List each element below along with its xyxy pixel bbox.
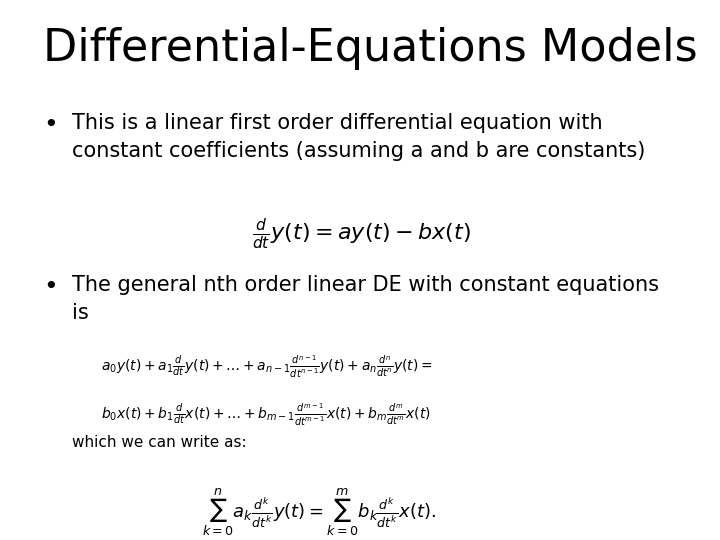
Text: •: • [43, 275, 58, 299]
Text: $\frac{d}{dt}y(t) = ay(t) - bx(t)$: $\frac{d}{dt}y(t) = ay(t) - bx(t)$ [252, 216, 471, 251]
Text: •: • [43, 113, 58, 137]
Text: $\sum_{k=0}^{n} a_k \frac{d^k}{dt^k}y(t) = \sum_{k=0}^{m} b_k \frac{d^k}{dt^k}x(: $\sum_{k=0}^{n} a_k \frac{d^k}{dt^k}y(t)… [202, 486, 436, 538]
Text: The general nth order linear DE with constant equations
is: The general nth order linear DE with con… [72, 275, 659, 323]
Text: $b_0 x(t) + b_1 \frac{d}{dt}x(t) + \ldots + b_{m-1}\frac{d^{m-1}}{dt^{m-1}}x(t) : $b_0 x(t) + b_1 \frac{d}{dt}x(t) + \ldot… [101, 402, 431, 428]
Text: This is a linear first order differential equation with
constant coefficients (a: This is a linear first order differentia… [72, 113, 645, 161]
Text: which we can write as:: which we can write as: [72, 435, 247, 450]
Text: $a_0 y(t) + a_1 \frac{d}{dt}y(t) + \ldots + a_{n-1}\frac{d^{n-1}}{dt^{n-1}}y(t) : $a_0 y(t) + a_1 \frac{d}{dt}y(t) + \ldot… [101, 354, 432, 380]
Text: Differential-Equations Models: Differential-Equations Models [43, 27, 698, 70]
